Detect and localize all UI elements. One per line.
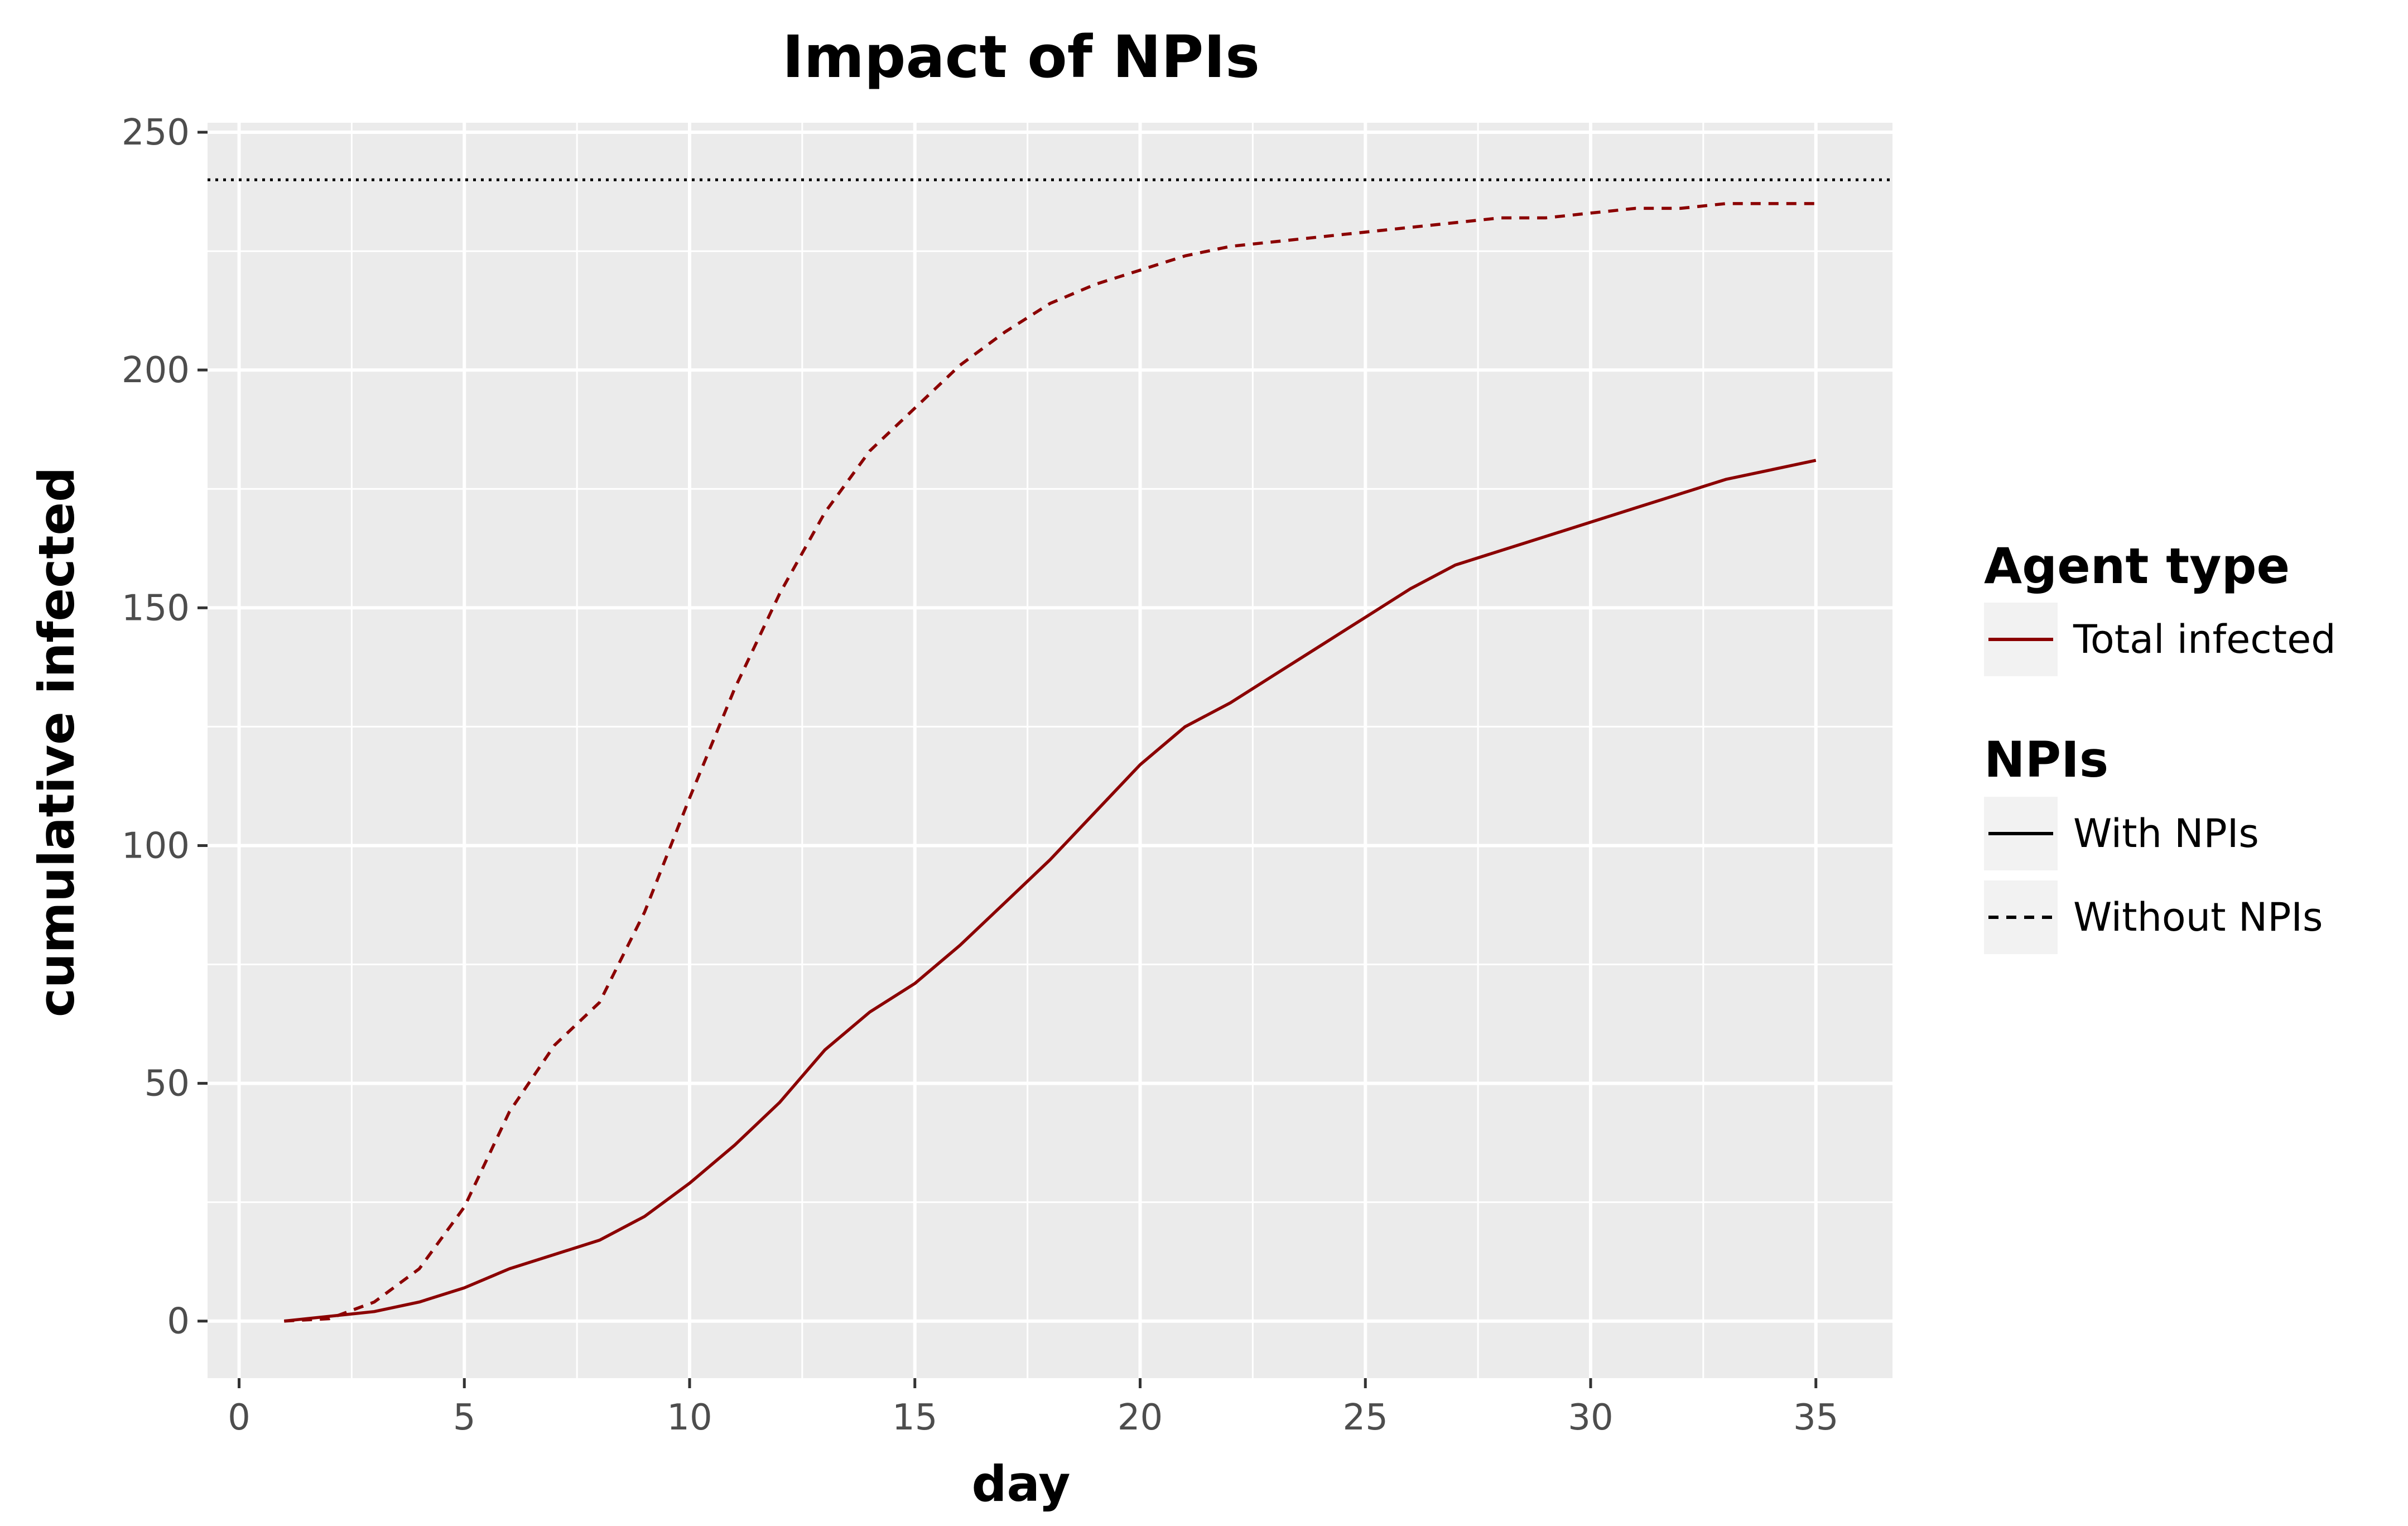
major-gridlines	[208, 123, 1892, 1378]
x-tick-label: 5	[453, 1397, 476, 1438]
plot-panel	[208, 123, 1892, 1378]
y-tick-label: 200	[122, 350, 190, 391]
plot-background	[208, 123, 1892, 1378]
x-tick-label: 35	[1793, 1397, 1838, 1438]
series-lines	[284, 202, 1817, 1323]
x-tick-label: 10	[667, 1397, 712, 1438]
legend-item-label: With NPIs	[2073, 811, 2259, 856]
x-axis: 0 5 10 15 20 25 30 35	[228, 1378, 1838, 1438]
legend-item-label: Without NPIs	[2073, 894, 2323, 940]
x-tick-label: 0	[228, 1397, 251, 1438]
x-tick-label: 30	[1568, 1397, 1613, 1438]
minor-gridlines	[208, 123, 1892, 1378]
y-tick-label: 0	[167, 1301, 190, 1342]
legend-item-label: Total infected	[2073, 617, 2336, 662]
series-line-with-npis	[284, 459, 1817, 1323]
x-tick-label: 25	[1343, 1397, 1388, 1438]
y-tick-label: 150	[122, 588, 190, 629]
chart-title: Impact of NPIs	[782, 23, 1260, 91]
y-axis: 0 50 100 150 200 250	[122, 112, 208, 1342]
x-axis-title: day	[971, 1455, 1070, 1513]
legend-title: NPIs	[1984, 731, 2108, 788]
y-tick-label: 100	[122, 825, 190, 867]
y-axis-title: cumulative infected	[28, 467, 85, 1017]
legend: Agent type Total infected NPIs With NPIs Wit…	[1984, 537, 2336, 954]
y-tick-label: 250	[122, 112, 190, 153]
x-tick-label: 20	[1118, 1397, 1163, 1438]
y-tick-label: 50	[145, 1063, 190, 1105]
legend-title: Agent type	[1984, 537, 2290, 595]
x-tick-label: 15	[892, 1397, 937, 1438]
series-line-without-npis	[284, 202, 1816, 1323]
